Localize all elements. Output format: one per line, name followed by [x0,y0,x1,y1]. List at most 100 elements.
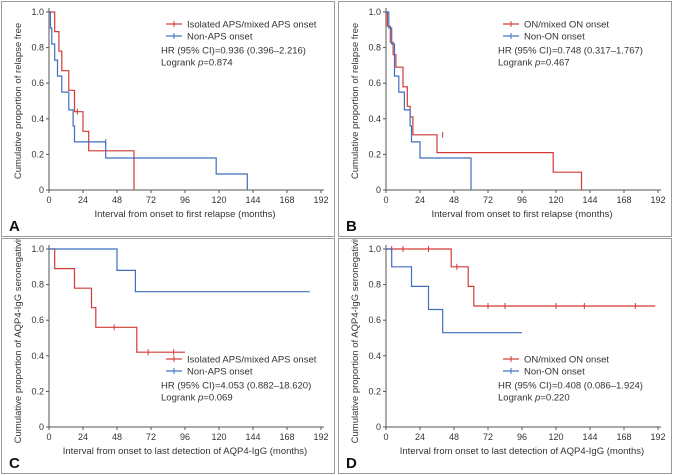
legend-entry: Non-APS onset [187,367,253,378]
chart-svg-a: 0 24 48 72 96 120 144 168 192 0 0.2 0.4 0.6 0.8 1.0 Int… [9,7,329,235]
hazard-ratio-text: HR (95% CI)=4.053 (0.882–18.620) [161,381,311,392]
chart-svg-d: 0 24 48 72 96 120 144 168 192 0 0.2 0.4 0.6 0.8 1.0 Int… [346,239,666,472]
legend-entry: ON/mixed ON onset [524,20,609,31]
series-line-2 [386,248,522,334]
chart-svg-c: 0 24 48 72 96 120 144 168 192 0 0.2 0.4 0.6 0.8 1.0 Int… [9,239,329,472]
x-axis-label: Interval from onset to first relapse (mo… [94,209,275,220]
y-tick-label: 0.4 [31,351,44,361]
x-tick-label: 96 [180,195,190,205]
x-tick-label: 24 [415,432,425,442]
x-tick-label: 96 [517,432,527,442]
y-axis-label: Cumulative proportion of AQP4-IgG serone… [13,239,24,443]
x-tick-label: 192 [650,432,665,442]
y-tick-label: 1.0 [368,244,381,254]
x-tick-label: 96 [180,432,190,442]
x-tick-label: 192 [313,432,328,442]
legend-entry: ON/mixed ON onset [524,355,609,366]
y-axis-label: Cumulative proportion of AQP4-IgG serone… [350,239,361,443]
series-line-1 [386,248,656,307]
series-line-2 [49,11,248,190]
x-tick-label: 120 [548,432,563,442]
x-tick-label: 48 [112,432,122,442]
y-tick-label: 0 [376,185,381,195]
x-tick-label: 48 [449,432,459,442]
hazard-ratio-text: HR (95% CI)=0.748 (0.317–1.767) [498,46,643,57]
x-axis-label: Interval from onset to last detection of… [400,446,644,457]
panel-label: D [346,455,357,472]
hazard-ratio-text: HR (95% CI)=0.936 (0.396–2.216) [161,46,306,57]
x-tick-label: 24 [78,432,88,442]
y-tick-label: 0 [376,422,381,432]
x-tick-label: 144 [582,195,597,205]
x-tick-label: 0 [46,195,51,205]
y-tick-label: 0.2 [368,386,381,396]
logrank-text: Logrank p=0.467 [498,58,570,69]
x-tick-label: 192 [650,195,665,205]
y-tick-label: 0.6 [31,78,44,88]
x-tick-label: 24 [415,195,425,205]
series-line-1 [49,248,185,353]
x-tick-label: 192 [313,195,328,205]
y-tick-label: 0.8 [368,280,381,290]
y-tick-label: 0.2 [31,386,44,396]
x-tick-label: 48 [449,195,459,205]
y-tick-label: 0.6 [368,78,381,88]
y-tick-label: 0.2 [368,149,381,159]
y-axis-label: Cumulative proportion of relapse free [13,23,24,179]
x-tick-label: 144 [245,195,260,205]
panel-d: 0 24 48 72 96 120 144 168 192 0 0.2 0.4 0.6 0.8 1.0 Int… [338,238,672,474]
series-line-2 [386,11,472,190]
series-line-1 [386,11,583,190]
x-tick-label: 168 [616,432,631,442]
legend-entry: Isolated APS/mixed APS onset [187,20,317,31]
x-tick-label: 72 [146,432,156,442]
panel-b: 0 24 48 72 96 120 144 168 192 0 0.2 0.4 0.6 0.8 1.0 Int… [338,1,672,237]
x-axis-label: Interval from onset to first relapse (mo… [431,209,612,220]
logrank-text: Logrank p=0.874 [161,58,233,69]
x-tick-label: 96 [517,195,527,205]
y-tick-label: 0.6 [368,315,381,325]
y-tick-label: 0 [39,185,44,195]
hazard-ratio-text: HR (95% CI)=0.408 (0.086–1.924) [498,381,643,392]
y-tick-label: 1.0 [368,7,381,17]
legend-entry: Non-ON onset [524,32,585,43]
panel-label: C [9,455,20,472]
y-tick-label: 0.4 [31,114,44,124]
y-tick-label: 0.8 [31,43,44,53]
series-line-2 [49,248,310,293]
y-tick-label: 1.0 [31,7,44,17]
series-line-1 [49,11,135,190]
x-tick-label: 120 [548,195,563,205]
panel-a: 0 24 48 72 96 120 144 168 192 0 0.2 0.4 0.6 0.8 1.0 Int… [1,1,335,237]
x-tick-label: 72 [146,195,156,205]
y-tick-label: 0 [39,422,44,432]
x-axis-label: Interval from onset to last detection of… [63,446,307,457]
legend-entry: Non-ON onset [524,367,585,378]
panel-label: B [346,218,357,235]
x-tick-label: 168 [279,195,294,205]
y-tick-label: 0.4 [368,351,381,361]
x-tick-label: 144 [245,432,260,442]
chart-svg-b: 0 24 48 72 96 120 144 168 192 0 0.2 0.4 0.6 0.8 1.0 Int… [346,7,666,235]
y-tick-label: 0.4 [368,114,381,124]
x-tick-label: 72 [483,432,493,442]
x-tick-label: 0 [383,195,388,205]
y-tick-label: 0.6 [31,315,44,325]
legend-entry: Isolated APS/mixed APS onset [187,355,317,366]
y-tick-label: 0.2 [31,149,44,159]
x-tick-label: 0 [383,432,388,442]
x-tick-label: 48 [112,195,122,205]
x-tick-label: 144 [582,432,597,442]
y-axis-label: Cumulative proportion of relapse free [350,23,361,179]
y-tick-label: 1.0 [31,244,44,254]
logrank-text: Logrank p=0.220 [498,393,570,404]
x-tick-label: 120 [211,195,226,205]
logrank-text: Logrank p=0.069 [161,393,233,404]
panel-c: 0 24 48 72 96 120 144 168 192 0 0.2 0.4 0.6 0.8 1.0 Int… [1,238,335,474]
x-tick-label: 120 [211,432,226,442]
panel-label: A [9,218,20,235]
y-tick-label: 0.8 [31,280,44,290]
y-tick-label: 0.8 [368,43,381,53]
x-tick-label: 0 [46,432,51,442]
